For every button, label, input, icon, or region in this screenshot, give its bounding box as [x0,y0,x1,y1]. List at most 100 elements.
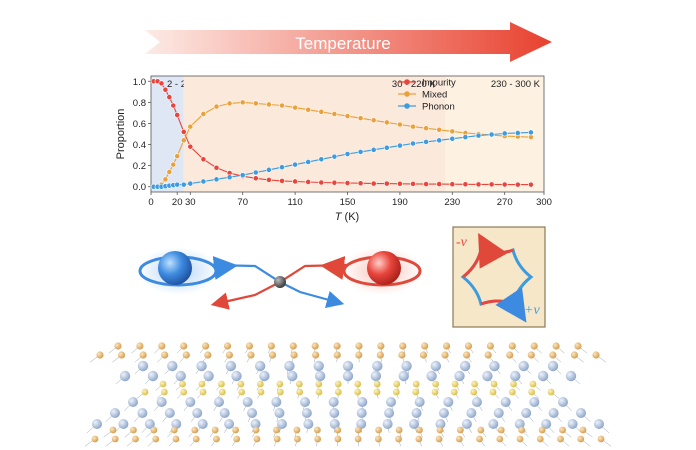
lattice-atom-yellow [180,388,188,396]
lattice-atom-blue [110,408,120,418]
y-tick-label-4: 0.8 [133,98,146,109]
lattice-atom-gold [132,435,139,443]
lattice-atom-gold [375,426,383,434]
lattice-atom-blue [384,408,395,418]
lattice-atom-blue [119,370,131,382]
impurity-point [370,180,377,187]
plus-v-arrow [495,287,527,323]
lattice-atom-yellow [354,380,362,388]
lattice-atom-blue [196,360,207,372]
lattice-atom-gold [213,435,220,443]
y-axis-label: Proportion [115,109,127,160]
mixed-point [331,111,338,117]
lattice-atom-gold [538,426,546,434]
lattice-atom-blue [167,360,178,372]
lattice-atom-gold [463,351,471,359]
phonon-point [226,174,233,181]
lattice-atom-blue [500,397,511,407]
lattice-atom-blue [171,419,182,429]
phonon-point [265,166,272,173]
mixed-point [252,100,259,107]
phonon-point [357,149,364,155]
legend-label-impurity: Impurity [422,78,456,89]
lattice-atom-yellow [489,388,497,396]
lattice-atom-blue [197,419,208,429]
mixed-point [436,126,443,133]
phonon-point [318,156,325,163]
lattice-atom-blue [328,397,339,407]
mixed-point [423,125,429,132]
lattice-atom-blue [558,397,568,407]
lattice-atom-yellow [276,388,284,396]
lattice-atom-blue [271,397,282,407]
lattice-atom-gold [486,342,494,350]
lattice-atom-blue [482,370,493,382]
lattice-atom-yellow [315,388,323,396]
impurity-point [305,179,312,185]
lattice-atom-yellow [334,380,342,388]
lattice-atom-yellow [141,388,149,396]
phonon-point [436,137,443,144]
lattice-atom-blue [370,370,382,382]
lattice-atom-gold [398,351,406,359]
lattice-atom-yellow [412,388,420,396]
lattice-atom-gold [376,351,384,359]
lattice-atom-blue [147,370,159,382]
lattice-atom-blue [594,419,604,429]
lattice-atom-gold [202,342,210,350]
x-tick-label-0: 0 [148,197,153,208]
lattice-atom-blue [214,397,224,407]
lattice-atom-yellow [237,380,245,388]
phonon-point [396,142,403,149]
lattice-atom-blue [489,360,500,372]
y-tick-label-3: 0.6 [133,119,146,130]
series-lines [150,78,534,190]
legend-label-mixed: Mixed [422,90,447,101]
impurity-point [213,164,220,171]
phonon-point [528,129,534,136]
mixed-point [162,176,169,183]
lattice-atom-blue [461,419,472,429]
phonon-point [370,146,377,153]
lattice-atom-blue [565,370,577,382]
legend-marker-impurity [404,79,410,85]
x-tick-label-8: 270 [497,197,513,208]
lattice-atom-gold [91,435,99,443]
scattering-illustration [138,247,422,310]
lattice-atom-blue [242,397,253,407]
lattice-atom-blue [303,419,314,429]
lattice-atom-blue [284,360,295,372]
impurity-point [436,181,443,187]
lattice-atom-blue [137,360,149,372]
lattice-atom-yellow [218,380,225,388]
impurity-point [357,180,364,187]
lattice-atom-gold [96,351,104,359]
lattice-atom-yellow [373,380,381,388]
phonon-point [383,144,390,151]
mixed-point [292,104,298,111]
lattice-atom-gold [158,342,166,350]
lattice-atom-gold [455,435,463,443]
lattice-atom-gold [518,426,526,434]
lattice-atom-yellow [508,388,516,396]
impurity-point [528,181,534,188]
mixed-point [174,153,181,160]
lattice-atom-gold [516,435,524,443]
y-tick-label-1: 0.2 [133,161,146,172]
lattice-atom-yellow [218,388,226,396]
lattice-atom-blue [224,419,235,429]
lattice-atom-gold [232,426,240,434]
phonon-point [174,181,181,188]
impurity-point [265,176,272,183]
lattice-atom-blue [357,397,368,407]
phonon-point [187,180,194,187]
lattice-atom-blue [430,360,442,372]
phonon-point [292,161,298,168]
lattice-atom-yellow [432,380,440,388]
minus-v-label: -ν [456,235,468,250]
lattice-atom-blue [372,360,383,372]
mixed-point [265,101,272,108]
impurity-point [279,178,285,184]
lattice-atom-gold [399,342,407,350]
lattice-atom-blue [493,408,504,418]
